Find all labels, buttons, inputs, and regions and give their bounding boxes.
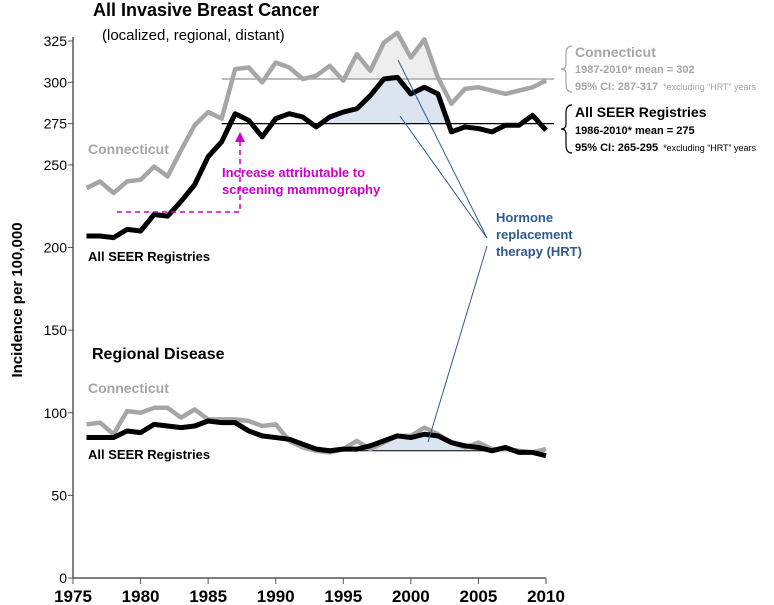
chart-subtitle: (localized, regional, distant)	[102, 27, 285, 44]
screening-dashed-arrow	[117, 140, 241, 213]
hrt-leader-seer	[399, 115, 488, 239]
ct-brace	[560, 45, 573, 93]
y-tick-label: 300	[44, 74, 68, 90]
y-axis-label: Incidence per 100,000	[9, 222, 26, 377]
x-tick-label: 1985	[189, 587, 227, 605]
hrt-leader-ct	[397, 59, 488, 239]
ct-annotation-name: Connecticut	[575, 44, 656, 60]
label-seer-top: All SEER Registries	[88, 249, 210, 264]
y-tick-label: 200	[44, 240, 68, 256]
x-tick-label: 2010	[527, 587, 565, 605]
hrt-label-1: Hormone	[496, 210, 553, 225]
y-tick-label: 100	[44, 405, 68, 421]
hrt-leader-regional	[427, 245, 488, 443]
y-tick-label: 325	[44, 33, 68, 49]
seer-annotation-name: All SEER Registries	[575, 104, 707, 120]
y-tick-label: 0	[59, 570, 67, 586]
seer-annotation-mean: 1986-2010* mean = 275	[575, 125, 695, 137]
seer-regional-line	[86, 418, 547, 459]
y-tick-label: 250	[44, 157, 68, 173]
x-tick-label: 1980	[122, 587, 160, 605]
y-tick-label: 50	[51, 487, 67, 503]
x-tick-label: 1990	[257, 587, 295, 605]
x-tick-label: 1975	[54, 587, 92, 605]
x-tick-label: 1995	[324, 587, 362, 605]
label-ct-regional: Connecticut	[88, 380, 169, 396]
ct-annotation-mean: 1987-2010* mean = 302	[575, 64, 695, 76]
hrt-label-3: therapy (HRT)	[496, 244, 582, 259]
label-regional-title: Regional Disease	[92, 346, 225, 363]
arrowhead-icon	[235, 132, 245, 142]
seer-all-invasive-line	[86, 74, 548, 241]
label-seer-regional: All SEER Registries	[88, 447, 210, 462]
label-ct-top: Connecticut	[88, 141, 169, 157]
seer-annotation-ci: 95% CI: 265-295 *excluding “HRT” years	[575, 142, 757, 154]
seer-brace	[560, 104, 573, 154]
ct-annotation-ci: 95% CI: 287-317 *excluding “HRT” years	[575, 81, 757, 93]
x-tick-label: 2005	[460, 587, 498, 605]
x-tick-label: 2000	[392, 587, 430, 605]
screening-label-1: Increase attributable to	[222, 165, 365, 180]
hrt-label-2: replacement	[496, 227, 573, 242]
y-tick-label: 150	[44, 322, 68, 338]
screening-label-2: screening mammography	[222, 182, 381, 197]
y-tick-label: 275	[44, 116, 68, 132]
chart-title: All Invasive Breast Cancer	[93, 0, 319, 20]
ct-all-invasive-line	[85, 30, 547, 196]
